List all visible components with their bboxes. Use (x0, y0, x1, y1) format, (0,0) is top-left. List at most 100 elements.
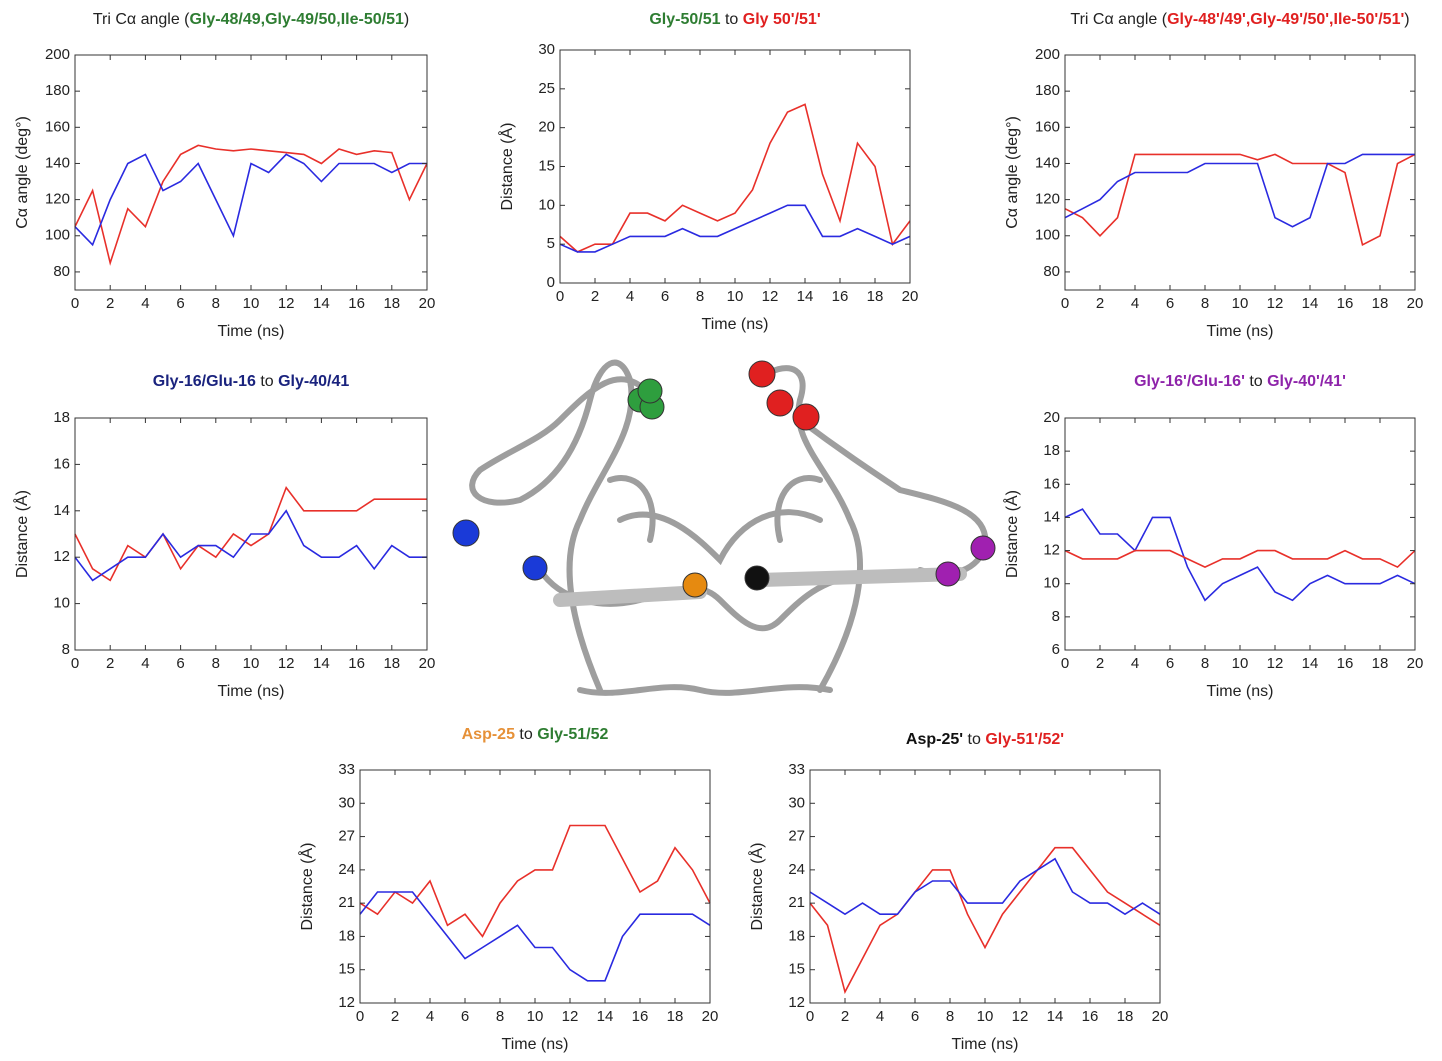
x-tick-label: 10 (243, 655, 260, 672)
x-tick-label: 12 (762, 288, 779, 305)
y-tick-label: 12 (338, 994, 355, 1011)
y-tick-label: 140 (45, 154, 70, 171)
x-tick-label: 14 (1302, 655, 1319, 672)
y-tick-label: 100 (45, 227, 70, 244)
x-tick-label: 4 (876, 1008, 884, 1025)
series-line (359, 891, 711, 982)
series-line (1064, 153, 1415, 228)
x-tick-label: 12 (278, 295, 295, 312)
residue-spheres (452, 360, 996, 598)
x-tick-label: 6 (176, 295, 184, 312)
y-axis-label: Cα angle (deg°) (1004, 116, 1021, 229)
y-tick-label: 15 (538, 157, 555, 174)
title-part: Gly-16/Glu-16 (153, 373, 256, 390)
chart-title: Tri Cα angle (Gly-48/49,Gly-49/50,Ile-50… (93, 11, 409, 28)
y-tick-label: 140 (1035, 154, 1060, 171)
chart-title: Tri Cα angle (Gly-48'/49',Gly-49'/50',Il… (1070, 11, 1409, 28)
x-tick-label: 8 (1201, 295, 1209, 312)
x-tick-label: 4 (141, 295, 149, 312)
x-tick-label: 10 (727, 288, 744, 305)
y-tick-label: 80 (53, 263, 70, 280)
y-tick-label: 18 (53, 409, 70, 426)
x-tick-label: 0 (71, 295, 79, 312)
x-tick-label: 2 (591, 288, 599, 305)
series-line (1064, 153, 1416, 246)
x-tick-label: 10 (527, 1008, 544, 1025)
series-line (359, 824, 711, 938)
x-tick-label: 0 (71, 655, 79, 672)
y-tick-label: 180 (45, 82, 70, 99)
x-tick-label: 8 (696, 288, 704, 305)
x-tick-label: 0 (1061, 295, 1069, 312)
title-part: ) (404, 11, 409, 28)
x-tick-label: 4 (1131, 655, 1139, 672)
chart-title: Gly-50/51 to Gly 50'/51' (649, 11, 820, 28)
x-tick-label: 8 (212, 655, 220, 672)
x-axis-label: Time (ns) (1207, 683, 1274, 700)
y-tick-label: 100 (1035, 227, 1060, 244)
x-tick-label: 16 (1337, 295, 1354, 312)
title-part: to (515, 726, 537, 743)
x-tick-label: 14 (313, 655, 330, 672)
y-tick-label: 30 (788, 794, 805, 811)
x-tick-label: 18 (1117, 1008, 1134, 1025)
y-tick-label: 18 (788, 927, 805, 944)
title-part: ) (1404, 11, 1409, 28)
x-tick-label: 0 (1061, 655, 1069, 672)
chart-title: Asp-25' to Gly-51'/52' (906, 731, 1064, 748)
y-tick-label: 0 (547, 274, 555, 291)
y-tick-label: 20 (1043, 409, 1060, 426)
series-line (74, 153, 427, 247)
x-tick-label: 4 (1131, 295, 1139, 312)
y-tick-label: 24 (338, 861, 355, 878)
y-tick-label: 30 (538, 41, 555, 58)
y-tick-label: 15 (338, 961, 355, 978)
plot-frame (559, 49, 911, 284)
title-part: Asp-25 (462, 726, 515, 743)
x-tick-label: 14 (597, 1008, 614, 1025)
x-tick-label: 20 (1152, 1008, 1169, 1025)
y-tick-label: 16 (53, 455, 70, 472)
y-axis-label: Distance (Å) (497, 122, 516, 210)
y-tick-label: 200 (45, 46, 70, 63)
title-part: Gly-40/41 (278, 373, 349, 390)
title-part: Tri Cα angle ( (93, 11, 190, 28)
y-tick-label: 15 (788, 961, 805, 978)
x-axis-label: Time (ns) (702, 316, 769, 333)
title-part: Gly-50/51 (649, 11, 720, 28)
y-tick-label: 12 (1043, 542, 1060, 559)
x-tick-label: 16 (632, 1008, 649, 1025)
x-tick-label: 6 (461, 1008, 469, 1025)
x-tick-label: 8 (1201, 655, 1209, 672)
x-tick-label: 0 (556, 288, 564, 305)
y-tick-label: 30 (338, 794, 355, 811)
x-tick-label: 20 (902, 288, 919, 305)
x-tick-label: 2 (841, 1008, 849, 1025)
x-axis-label: Time (ns) (218, 323, 285, 340)
x-tick-label: 16 (1337, 655, 1354, 672)
series-line (1064, 549, 1416, 569)
y-tick-label: 120 (45, 191, 70, 208)
title-part: Gly-51/52 (537, 726, 608, 743)
y-tick-label: 25 (538, 80, 555, 97)
y-tick-label: 18 (338, 927, 355, 944)
x-axis-label: Time (ns) (502, 1036, 569, 1053)
series-line (74, 509, 427, 582)
y-tick-label: 33 (788, 761, 805, 778)
x-tick-label: 8 (212, 295, 220, 312)
x-tick-label: 18 (867, 288, 884, 305)
x-tick-label: 8 (946, 1008, 954, 1025)
title-part: Gly-16'/Glu-16' (1134, 373, 1245, 390)
series-line (559, 103, 911, 253)
chart-title: Asp-25 to Gly-51/52 (462, 726, 609, 743)
plot-frame (359, 769, 711, 1004)
series-line (74, 485, 427, 582)
x-tick-label: 4 (426, 1008, 434, 1025)
x-tick-label: 14 (797, 288, 814, 305)
y-tick-label: 16 (1043, 475, 1060, 492)
y-tick-label: 160 (1035, 118, 1060, 135)
x-tick-label: 10 (1232, 655, 1249, 672)
y-axis-label: Distance (Å) (747, 842, 766, 930)
x-tick-label: 18 (383, 655, 400, 672)
